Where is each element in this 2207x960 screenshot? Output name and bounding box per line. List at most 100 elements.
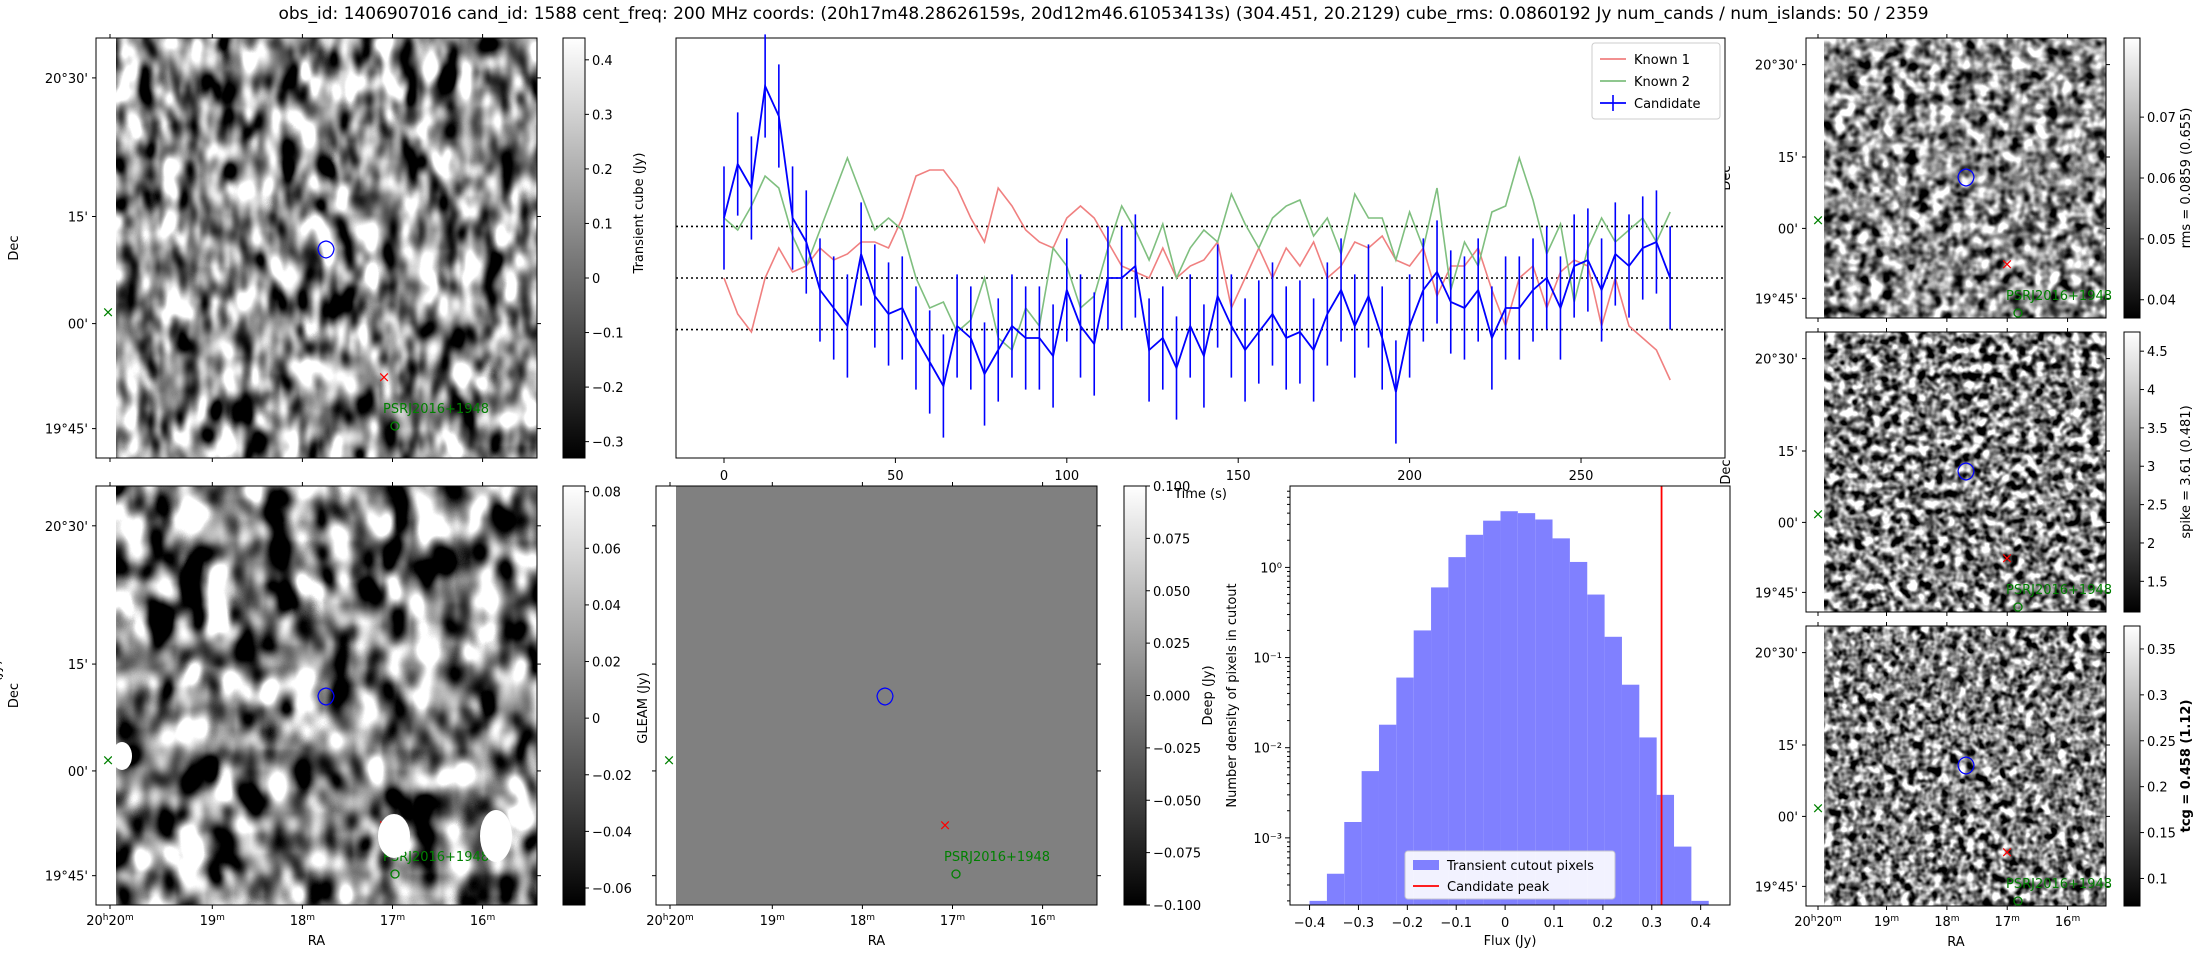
colorbar-tick-label: 4: [2147, 384, 2155, 399]
known-source-red-marker: ×: [939, 816, 952, 834]
histogram-bar: [1569, 561, 1588, 905]
candidate-contour: [317, 240, 335, 259]
colorbar-tick-label: 0: [592, 712, 600, 727]
known-source-green-marker: ×: [1812, 505, 1825, 523]
candidate-contour: [1957, 168, 1975, 187]
colorbar-image-gleam: 0.100 0.075 0.050 0.025 0.000 −0.025 −0.050 −0.…: [0, 480, 1201, 914]
dec-tick-label: 20°30': [1755, 353, 1798, 368]
dec-tick-label: 15': [1778, 445, 1798, 460]
sky-panel-spike: 20°30' 15' 00' 19°45' Dec × × PSRJ2016+1948: [1719, 328, 2112, 616]
dec-tick-label: 00': [1778, 810, 1798, 825]
colorbar-tick-label: 3.5: [2147, 422, 2168, 437]
histogram-bar: [1378, 724, 1397, 905]
pulsar-label: PSRJ2016+1948: [2006, 877, 2112, 892]
ra-tick-label: 18m: [850, 913, 875, 929]
ra-tick-label: 16m: [1030, 913, 1055, 929]
colorbar-tick-label: 0.3: [2147, 689, 2168, 704]
pulsar-circle-marker: [390, 421, 400, 431]
dec-tick-label: 19°45': [45, 423, 88, 438]
dec-tick-label: 20°30': [45, 72, 88, 87]
histogram-bar: [1448, 557, 1466, 905]
colorbar-tick-label: −0.04: [592, 825, 632, 840]
colorbar-tick-label: 4.5: [2147, 345, 2168, 360]
sky-panel-deep: 20h20m 19m 18m 17m 16m RA 20°30' 15' 00' 19°45' De…: [7, 482, 541, 949]
colorbar-tick-label: −0.050: [1153, 794, 1201, 809]
colorbar-tick-label: −0.025: [1153, 742, 1201, 757]
histogram-bar: [1326, 873, 1345, 905]
histogram-bar: [1396, 677, 1414, 905]
colorbar-tick-label: 0.08: [592, 486, 621, 501]
ra-tick-label: 20h20m: [86, 913, 134, 929]
bright-blob: [480, 810, 512, 862]
ra-tick-label: 16m: [2055, 914, 2080, 930]
x-tick-label: 250: [1569, 469, 1594, 484]
candidate-contour: [876, 687, 894, 706]
pulsar-circle-marker: [2013, 602, 2023, 612]
colorbar-tick-label: 0.06: [592, 542, 621, 557]
histogram-bar: [1639, 737, 1657, 905]
noise-image: [1824, 38, 2106, 318]
colorbar-tick-label: 0.05: [2147, 233, 2176, 248]
colorbar-tick-label: 0.02: [592, 656, 621, 671]
ra-axis-label: RA: [1947, 935, 1965, 950]
histogram-bar: [1500, 511, 1518, 905]
dec-tick-label: 00': [1778, 222, 1798, 237]
ra-axis-label: RA: [868, 934, 886, 949]
panel-frame: [655, 485, 1098, 906]
colorbar-tick-label: −0.2: [592, 381, 624, 396]
colorbar-image-spike: 4.5 4 3.5 3 2.5 2 1.5 spike = 3.61 (0.481): [2123, 331, 2194, 613]
ra-tick-label: 18m: [290, 913, 315, 929]
colorbar-tick-label: −0.02: [592, 769, 632, 784]
panel-frame: [95, 485, 538, 906]
legend-label: Candidate peak: [1447, 880, 1550, 895]
pulsar-label: PSRJ2016+1948: [383, 402, 489, 417]
histogram-bar: [1344, 821, 1362, 905]
x-tick-label: 0.3: [1641, 916, 1662, 931]
colorbar-label: spike = 3.61 (0.481): [2179, 405, 2194, 538]
colorbar-gradient: [562, 485, 586, 906]
pulsar-label: PSRJ2016+1948: [2006, 583, 2112, 598]
noise-image: [116, 38, 537, 458]
noise-image: [116, 486, 537, 905]
dec-tick-label: 15': [1778, 739, 1798, 754]
x-tick-label: 0: [1501, 916, 1509, 931]
series-candidate: [723, 82, 1672, 393]
colorbar-label: tcg = 0.458 (1.12): [2179, 700, 2194, 833]
x-tick-label: −0.4: [1294, 916, 1326, 931]
histogram-bar: [1431, 587, 1449, 905]
legend-box: [1404, 850, 1616, 900]
colorbar-tick-label: 0.15: [2147, 827, 2176, 842]
colorbar-tick-label: 0.050: [1153, 585, 1190, 600]
colorbar-tick-label: 0: [592, 272, 600, 287]
plot-frame-top: [1289, 485, 1731, 906]
ra-tick-label: 20h20m: [646, 913, 694, 929]
histogram-bar: [1413, 630, 1432, 905]
bright-blob: [378, 814, 410, 858]
dec-tick-label: 15': [68, 211, 88, 226]
ra-tick-label: 18m: [1934, 914, 1959, 930]
histogram-bar: [1465, 534, 1484, 905]
dec-axis-label: Dec: [7, 235, 22, 260]
y-tick-label: 10⁻²: [1253, 742, 1282, 757]
ra-tick-label: 17m: [380, 913, 405, 929]
colorbar-gradient: [2123, 37, 2141, 319]
panel-frame: [1805, 37, 2107, 319]
dec-tick-label: 19°45': [45, 870, 88, 885]
ra-tick-label: 17m: [940, 913, 965, 929]
legend-label: Known 1: [1634, 53, 1690, 68]
pulsar-label: PSRJ2016+1948: [2006, 289, 2112, 304]
pulsar-circle-marker: [390, 869, 400, 879]
colorbar-gradient: [562, 37, 586, 459]
colorbar-tick-label: 0.1: [2147, 872, 2168, 887]
pulsar-circle-marker: [2013, 896, 2023, 906]
colorbar-tick-label: 0.04: [2147, 294, 2176, 309]
pulsar-circle-marker: [2013, 308, 2023, 318]
colorbar-tick-label: 0.04: [592, 599, 621, 614]
x-tick-label: −0.1: [1440, 916, 1472, 931]
x-tick-label: 0.1: [1544, 916, 1565, 931]
sky-panel-tcg: 20h20m19m18m17m16mRA20°30'15'00'19°45'De…: [1719, 622, 2112, 950]
pulsar-label: PSRJ2016+1948: [383, 850, 489, 865]
histogram-bar: [1309, 900, 1327, 905]
noise-image: [1824, 626, 2106, 906]
